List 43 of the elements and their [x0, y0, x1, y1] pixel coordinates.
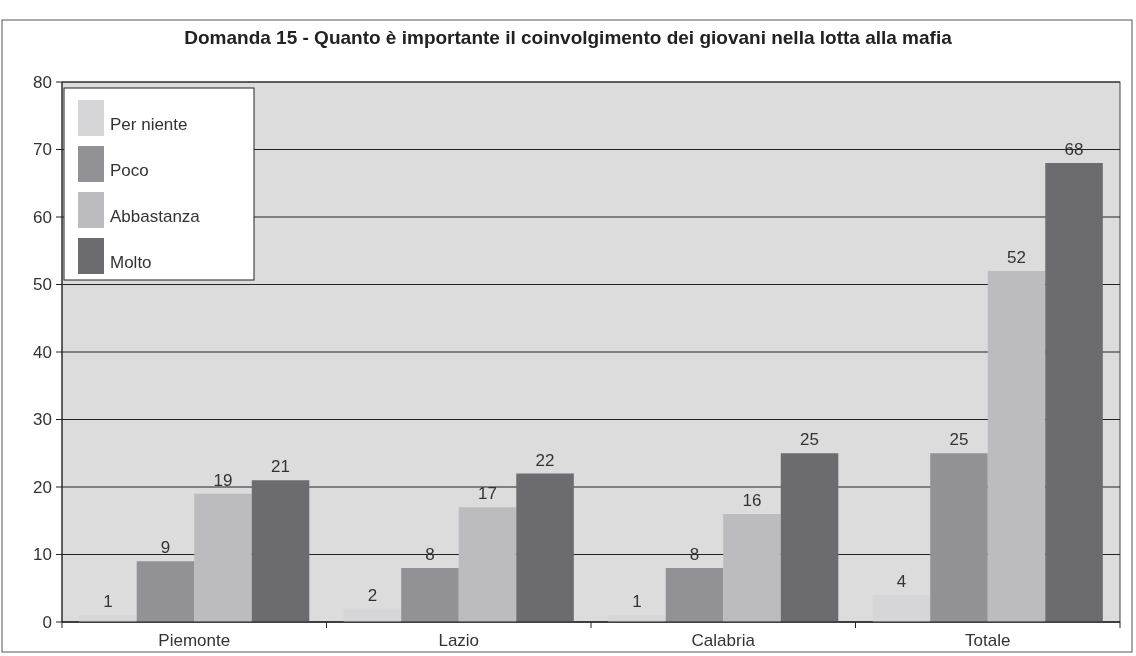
bar: [136, 561, 195, 622]
data-label: 21: [271, 457, 290, 477]
y-tick-label: 50: [33, 275, 52, 295]
data-label: 1: [632, 592, 642, 612]
data-label: 19: [213, 470, 233, 490]
data-label: 17: [478, 484, 497, 504]
y-tick-label: 10: [33, 545, 52, 565]
y-tick-label: 80: [33, 72, 52, 92]
data-label: 25: [949, 430, 969, 450]
data-label: 22: [535, 450, 555, 470]
y-tick-label: 70: [33, 140, 52, 160]
data-label: 52: [1007, 248, 1026, 267]
data-label: 1: [103, 592, 113, 612]
data-label: 9: [160, 538, 171, 558]
y-tick-label: 30: [33, 410, 52, 430]
bar: [780, 453, 839, 622]
chart-title: Domanda 15 - Quanto è importante il coinvolgimento dei giovani nella lotta alla mafia: [184, 27, 953, 48]
data-label: 2: [367, 585, 378, 605]
data-label: 16: [742, 491, 762, 510]
bar: [987, 271, 1046, 622]
bar: [665, 568, 724, 622]
x-tick-label: Calabria: [691, 631, 756, 650]
bar: [194, 493, 252, 622]
y-tick-label: 40: [33, 342, 52, 362]
bar: [930, 453, 988, 622]
x-tick-label: Lazio: [438, 631, 480, 650]
legend-label: Per niente: [110, 115, 188, 134]
legend-label: Molto: [110, 253, 152, 272]
bar: [516, 473, 574, 622]
bar: [1045, 163, 1103, 622]
y-tick-label: 60: [33, 207, 52, 227]
y-tick-label: 0: [42, 612, 52, 632]
bar: [251, 480, 310, 622]
y-tick-label: 20: [33, 477, 52, 497]
bar: [723, 514, 781, 622]
bar: [401, 568, 459, 622]
data-label: 4: [896, 572, 907, 591]
legend-label: Abbastanza: [110, 207, 201, 226]
legend-label: Poco: [110, 161, 149, 180]
data-label: 25: [800, 430, 819, 450]
x-tick-label: Totale: [965, 631, 1011, 650]
bar: [458, 507, 517, 622]
x-tick-label: Piemonte: [158, 631, 231, 650]
